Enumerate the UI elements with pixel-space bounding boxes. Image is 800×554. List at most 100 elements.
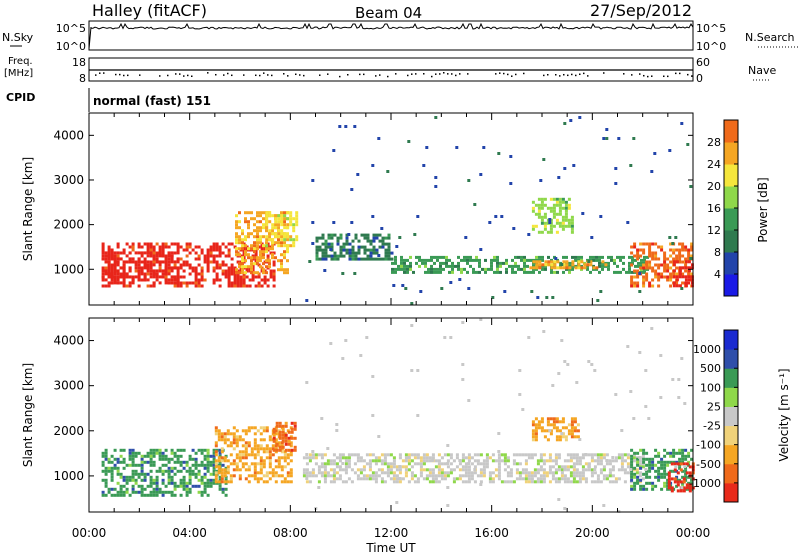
- range-cell: [567, 221, 571, 225]
- range-cell: [534, 224, 538, 228]
- range-cell: [152, 487, 156, 491]
- range-cell: [383, 462, 387, 466]
- range-cell: [283, 477, 287, 481]
- range-cell: [369, 257, 373, 261]
- range-cell: [335, 471, 339, 475]
- range-cell: [517, 267, 520, 271]
- x-tick-label: 16:00: [474, 526, 509, 540]
- range-cell: [197, 463, 201, 467]
- range-cell: [651, 463, 655, 467]
- range-cell: [687, 266, 691, 270]
- range-cell: [179, 281, 183, 285]
- range-cell: [535, 267, 538, 271]
- range-cell: [344, 480, 348, 484]
- range-cell: [229, 432, 233, 436]
- range-cell: [274, 241, 277, 245]
- range-cell: [104, 254, 108, 258]
- range-cell: [176, 248, 180, 252]
- range-cell: [140, 469, 144, 473]
- range-cell: [457, 267, 460, 271]
- range-cell: [209, 248, 213, 252]
- range-cell: [320, 471, 324, 475]
- range-cell: [333, 233, 337, 237]
- range-cell: [494, 468, 498, 472]
- nsky-tick-low: 10^0: [56, 40, 86, 53]
- range-cell: [546, 438, 550, 442]
- range-cell: [636, 257, 640, 261]
- range-cell: [269, 251, 273, 255]
- range-cell: [143, 454, 147, 458]
- range-cell: [330, 254, 334, 258]
- range-cell: [182, 275, 186, 279]
- range-cell: [563, 465, 567, 469]
- range-cell: [152, 257, 156, 261]
- range-cell: [614, 477, 618, 481]
- range-cell: [170, 478, 174, 482]
- range-cell: [387, 233, 391, 237]
- range-cell: [552, 420, 556, 424]
- range-cell: [214, 477, 218, 481]
- range-cell: [589, 270, 592, 274]
- range-cell: [669, 260, 673, 264]
- range-cell: [268, 262, 271, 266]
- nave-dot: [95, 74, 97, 76]
- freq-panel: Freq. [MHz] 18 8 Nave 60 0: [4, 56, 776, 85]
- range-cell: [503, 480, 507, 484]
- range-cell: [101, 248, 105, 252]
- range-cell: [241, 229, 244, 233]
- range-cell: [523, 264, 526, 268]
- range-cell: [256, 471, 260, 475]
- range-cell: [608, 462, 612, 466]
- range-cell: [101, 469, 105, 473]
- range-cell: [416, 456, 420, 460]
- range-cell: [218, 278, 222, 282]
- range-cell: [638, 456, 642, 459]
- range-cell: [203, 472, 207, 476]
- range-cell: [633, 481, 637, 485]
- range-cell: [125, 481, 129, 485]
- range-cell: [214, 465, 218, 469]
- range-cell: [131, 484, 135, 488]
- range-cell: [542, 158, 546, 161]
- range-cell: [395, 468, 399, 472]
- range-cell: [551, 296, 555, 299]
- range-cell: [368, 468, 372, 472]
- range-cell: [149, 263, 153, 267]
- range-cell: [593, 459, 597, 463]
- range-cell: [262, 223, 265, 227]
- range-cell: [200, 493, 204, 497]
- range-cell: [690, 284, 694, 288]
- range-cell: [173, 275, 177, 279]
- range-cell: [341, 272, 345, 275]
- range-cell: [357, 257, 361, 261]
- range-cell: [101, 257, 105, 261]
- range-cell: [197, 484, 201, 488]
- range-cell: [433, 261, 436, 265]
- range-cell: [170, 475, 174, 479]
- range-cell: [602, 477, 606, 481]
- range-cell: [256, 241, 259, 245]
- range-cell: [669, 275, 673, 279]
- range-cell: [244, 429, 248, 433]
- range-cell: [241, 462, 245, 466]
- range-cell: [161, 260, 165, 264]
- range-cell: [227, 284, 231, 288]
- range-cell: [466, 258, 469, 262]
- range-cell: [348, 242, 352, 246]
- nave-dot: [339, 75, 341, 78]
- range-cell: [570, 426, 574, 430]
- range-cell: [577, 260, 581, 264]
- range-cell: [194, 472, 198, 476]
- range-cell: [244, 244, 247, 248]
- range-cell: [241, 453, 245, 457]
- range-cell: [308, 480, 312, 484]
- range-cell: [633, 451, 637, 455]
- range-cell: [146, 284, 150, 288]
- range-cell: [568, 261, 571, 265]
- range-cell: [345, 239, 349, 243]
- range-cell: [549, 227, 553, 231]
- nave-dot: [543, 74, 545, 77]
- range-cell: [158, 281, 162, 285]
- range-cell: [493, 270, 496, 274]
- range-cell: [131, 457, 135, 461]
